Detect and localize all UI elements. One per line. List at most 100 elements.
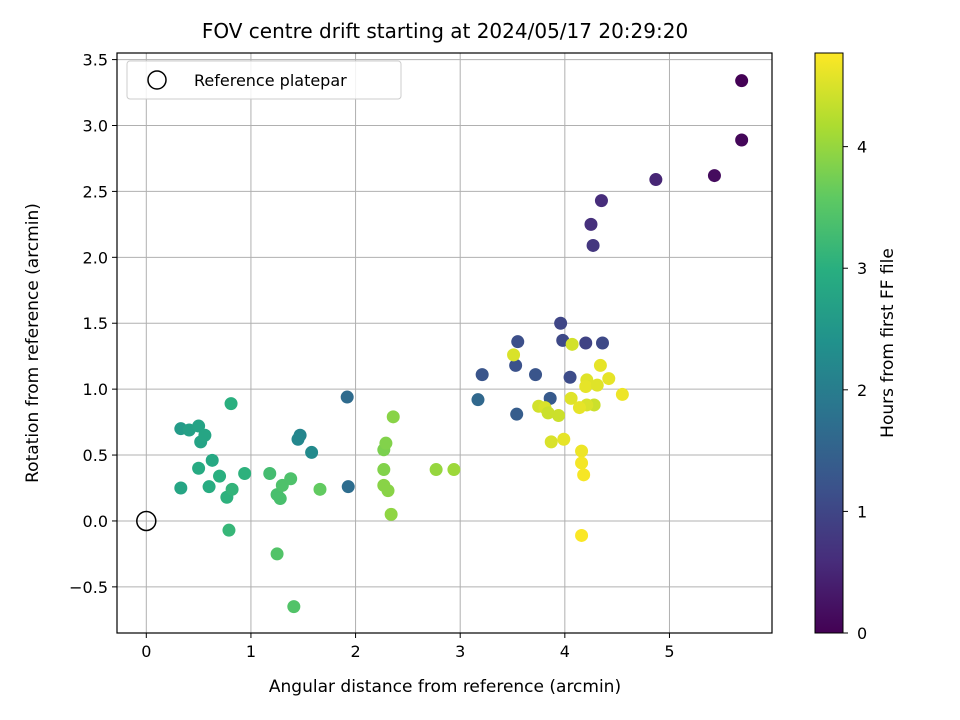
scatter-point <box>381 484 395 498</box>
x-tick-label: 0 <box>141 642 151 661</box>
scatter-point <box>305 445 319 459</box>
x-axis-label: Angular distance from reference (arcmin) <box>269 677 621 697</box>
scatter-point <box>192 461 206 475</box>
scatter-point <box>429 463 443 477</box>
chart-title: FOV centre drift starting at 2024/05/17 … <box>202 19 688 43</box>
scatter-point <box>202 480 216 494</box>
scatter-point <box>593 358 607 372</box>
y-tick-label: 3.5 <box>83 51 108 70</box>
reference-platepar-marker <box>136 510 157 532</box>
legend: Reference platepar <box>126 60 402 100</box>
scatter-point <box>509 358 523 372</box>
colorbar-gradient <box>814 52 844 634</box>
colorbar-tick-label: 0 <box>857 624 867 643</box>
colorbar-label: Hours from first FF file <box>878 248 898 438</box>
scatter-point <box>579 380 593 393</box>
scatter-point <box>529 368 543 382</box>
colorbar: 0 1 2 3 4 Hours from first FF file <box>814 52 898 643</box>
data-points <box>136 74 749 614</box>
scatter-point <box>649 173 663 187</box>
x-tick-label: 5 <box>664 642 674 661</box>
colorbar-tick-label: 4 <box>857 138 867 157</box>
scatter-point <box>586 238 600 252</box>
x-tick-label: 2 <box>350 642 360 661</box>
scatter-point <box>575 528 589 542</box>
scatter-point <box>377 463 391 477</box>
scatter-point <box>565 337 579 351</box>
scatter-point <box>563 370 577 384</box>
scatter-point <box>174 481 188 495</box>
scatter-point <box>224 397 238 411</box>
scatter-point <box>572 401 586 415</box>
scatter-point <box>205 453 219 467</box>
x-tick-label: 1 <box>246 642 256 661</box>
scatter-point <box>615 387 629 401</box>
legend-box <box>126 60 402 100</box>
colorbar-tick-label: 3 <box>857 259 867 278</box>
scatter-point <box>554 316 568 330</box>
scatter-point <box>541 406 555 420</box>
scatter-point <box>564 391 578 405</box>
colorbar-tick-label: 1 <box>857 502 867 521</box>
scatter-point <box>557 432 571 446</box>
y-tick-label: 2.0 <box>83 248 108 267</box>
scatter-point <box>575 444 589 458</box>
scatter-point <box>213 469 227 483</box>
scatter-point <box>735 133 749 147</box>
scatter-point <box>577 468 591 482</box>
scatter-point <box>544 435 558 449</box>
scatter-point <box>273 492 287 506</box>
y-tick-label: 3.0 <box>83 117 108 136</box>
scatter-point <box>602 372 616 386</box>
scatter-point <box>595 336 609 350</box>
scatter-point <box>735 74 749 88</box>
scatter-point <box>584 217 598 231</box>
y-axis-ticks: −0.5 0.0 0.5 1.0 1.5 2.0 2.5 3.0 3.5 <box>69 51 117 597</box>
y-axis-label: Rotation from reference (arcmin) <box>23 203 43 483</box>
scatter-point <box>225 482 239 496</box>
scatter-point <box>192 419 206 433</box>
scatter-point <box>590 378 604 392</box>
colorbar-tick-label: 2 <box>857 381 867 400</box>
grid-lines <box>117 53 772 633</box>
colorbar-ticks: 0 1 2 3 4 <box>843 138 867 643</box>
scatter-point <box>386 410 400 424</box>
legend-marker-reference <box>147 70 167 90</box>
scatter-point <box>287 600 301 614</box>
x-axis-ticks: 0 1 2 3 4 5 <box>141 633 675 661</box>
scatter-point <box>270 547 284 561</box>
scatter-point <box>552 409 566 422</box>
plot-frame <box>116 52 773 634</box>
scatter-point <box>384 507 398 521</box>
scatter-point <box>340 390 354 404</box>
y-tick-label: 0.0 <box>83 512 108 531</box>
x-tick-label: 3 <box>455 642 465 661</box>
y-tick-label: 0.5 <box>83 446 108 465</box>
scatter-point <box>313 482 327 496</box>
y-tick-label: 1.0 <box>83 380 108 399</box>
scatter-point <box>575 456 589 470</box>
scatter-point <box>198 428 212 442</box>
scatter-point <box>507 348 521 362</box>
scatter-point <box>238 467 252 480</box>
y-tick-label: 1.5 <box>83 314 108 333</box>
y-tick-label: −0.5 <box>69 578 108 597</box>
scatter-point <box>511 335 525 349</box>
scatter-point <box>594 194 608 208</box>
scatter-point <box>707 169 721 183</box>
scatter-point <box>263 467 277 480</box>
scatter-point <box>379 436 393 450</box>
scatter-point <box>222 523 236 537</box>
scatter-point <box>510 407 524 421</box>
scatter-point <box>579 336 593 350</box>
scatter-point <box>291 432 305 446</box>
scatter-point <box>447 463 461 477</box>
scatter-point <box>471 393 485 407</box>
scatter-point <box>341 480 355 494</box>
y-tick-label: 2.5 <box>83 182 108 201</box>
scatter-point <box>475 368 489 382</box>
scatter-point <box>284 472 298 486</box>
x-tick-label: 4 <box>560 642 570 661</box>
